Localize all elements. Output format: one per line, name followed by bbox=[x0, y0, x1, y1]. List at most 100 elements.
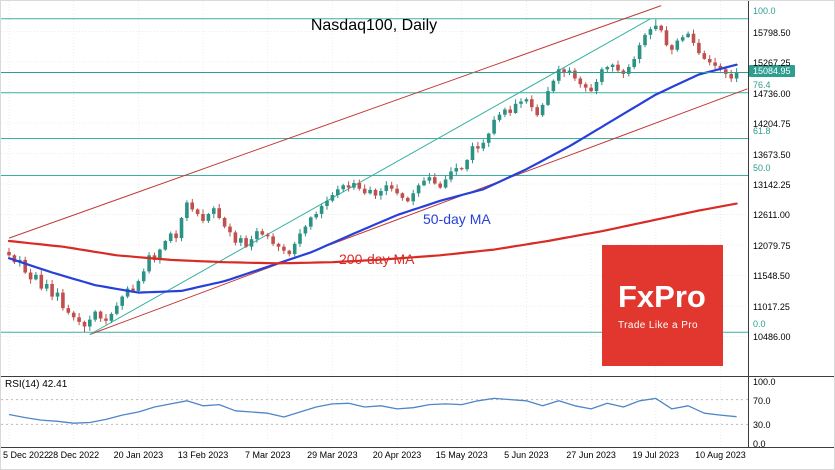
fxpro-logo: FxPro Trade Like a Pro bbox=[602, 245, 723, 366]
candle-down bbox=[195, 209, 200, 214]
fib-level-label: 50.0 bbox=[753, 162, 771, 173]
candle-down bbox=[23, 259, 27, 273]
candle-up bbox=[734, 72, 739, 79]
candle-down bbox=[61, 292, 65, 309]
candle-down bbox=[724, 69, 728, 74]
rsi-tick-label: 70.0 bbox=[753, 395, 771, 406]
date-tick-label: 20 Apr 2023 bbox=[372, 450, 422, 460]
price-tick-label: 14736.00 bbox=[753, 88, 791, 99]
candle-up bbox=[239, 238, 243, 243]
candle-up bbox=[627, 67, 631, 74]
price-tick-label: 13673.50 bbox=[753, 149, 791, 160]
price-tick-label: 14204.75 bbox=[753, 119, 791, 129]
candle-up bbox=[336, 189, 340, 195]
rsi-indicator-panel[interactable] bbox=[1, 378, 748, 447]
candle-up bbox=[503, 109, 507, 115]
candle-up bbox=[298, 233, 302, 244]
candle-up bbox=[643, 34, 647, 46]
candle-up bbox=[519, 101, 523, 104]
candle-up bbox=[249, 239, 254, 247]
candle-down bbox=[287, 250, 292, 255]
candle-up bbox=[368, 189, 372, 194]
date-tick-label: 5 Dec 2022 bbox=[3, 450, 50, 460]
candle-down bbox=[12, 255, 17, 263]
candle-up bbox=[686, 33, 690, 38]
chart-title: Nasdaq100, Daily bbox=[310, 17, 438, 34]
date-tick-label: 10 Aug 2023 bbox=[695, 450, 746, 460]
candle-down bbox=[729, 73, 733, 79]
candle-up bbox=[675, 40, 680, 50]
candle-down bbox=[508, 109, 512, 113]
fxpro-logo-tagline: Trade Like a Pro bbox=[618, 319, 698, 331]
candle-up bbox=[93, 311, 97, 320]
date-tick-label: 29 Mar 2023 bbox=[307, 450, 358, 460]
panel-divider bbox=[1, 376, 834, 377]
candle-up bbox=[292, 243, 297, 255]
candle-down bbox=[276, 243, 281, 247]
fib-level-label: 0.0 bbox=[753, 319, 766, 330]
candle-down bbox=[222, 218, 227, 227]
rsi-tick-label: 30.0 bbox=[753, 420, 771, 431]
candle-up bbox=[680, 37, 685, 41]
candle-up bbox=[379, 191, 383, 196]
candle-down bbox=[400, 193, 405, 198]
candle-up bbox=[632, 59, 636, 67]
candle-up bbox=[303, 226, 308, 234]
candle-down bbox=[535, 107, 539, 116]
candle-up bbox=[136, 281, 141, 291]
rsi-tick-label: 0.0 bbox=[753, 439, 766, 449]
candle-down bbox=[28, 272, 33, 280]
rsi-value-label: RSI(14) 42.41 bbox=[5, 379, 68, 390]
channel-lower bbox=[89, 88, 748, 335]
candle-up bbox=[465, 160, 469, 170]
candle-up bbox=[594, 81, 599, 92]
candle-down bbox=[217, 208, 221, 218]
candle-up bbox=[88, 319, 92, 327]
candle-up bbox=[325, 200, 329, 206]
candle-up bbox=[454, 168, 459, 172]
candle-up bbox=[212, 208, 216, 214]
candle-up bbox=[546, 91, 550, 105]
candle-up bbox=[255, 231, 259, 240]
candle-down bbox=[66, 308, 71, 313]
fib-diagonal bbox=[89, 18, 651, 335]
main-price-chart[interactable] bbox=[1, 1, 748, 375]
candle-down bbox=[265, 234, 270, 237]
date-tick-label: 15 May 2023 bbox=[435, 450, 488, 460]
candle-up bbox=[158, 249, 162, 260]
candle-up bbox=[168, 233, 173, 241]
candle-down bbox=[260, 231, 265, 235]
candle-down bbox=[77, 317, 81, 322]
candle-up bbox=[513, 103, 518, 113]
candle-up bbox=[427, 177, 432, 181]
candle-down bbox=[659, 25, 663, 31]
rsi-tick-label: 100.0 bbox=[753, 377, 776, 387]
current-price-tag: 15084.95 bbox=[749, 65, 795, 78]
candle-up bbox=[605, 67, 610, 70]
price-axis-divider bbox=[748, 1, 749, 447]
price-tick-label: 15267.25 bbox=[753, 58, 791, 68]
candle-up bbox=[551, 80, 556, 92]
candle-down bbox=[718, 65, 723, 70]
price-axis[interactable]: 15084.95 15798.50 15267.25 14736.00 14204.7… bbox=[749, 1, 834, 449]
fib-level-label: 100.0 bbox=[753, 5, 776, 16]
candle-up bbox=[125, 288, 130, 297]
candle-down bbox=[98, 311, 103, 319]
ma50-label: 50-day MA bbox=[423, 211, 491, 227]
fib-level-label: 76.4 bbox=[753, 79, 771, 90]
candle-up bbox=[648, 29, 653, 35]
candle-up bbox=[115, 305, 119, 314]
candle-down bbox=[573, 70, 577, 79]
ma-line-200 bbox=[7, 202, 738, 265]
date-tick-label: 7 Mar 2023 bbox=[244, 450, 291, 460]
candle-down bbox=[201, 214, 205, 221]
candle-down bbox=[282, 246, 286, 251]
date-axis[interactable]: 5 Dec 2022 28 Dec 2022 20 Jan 2023 13 Feb 2… bbox=[1, 448, 748, 464]
candle-up bbox=[486, 133, 491, 143]
candle-down bbox=[530, 99, 534, 108]
candle-up bbox=[384, 185, 389, 191]
candle-up bbox=[163, 241, 168, 250]
candle-down bbox=[50, 284, 54, 297]
candle-up bbox=[109, 313, 114, 321]
candle-up bbox=[206, 214, 211, 221]
